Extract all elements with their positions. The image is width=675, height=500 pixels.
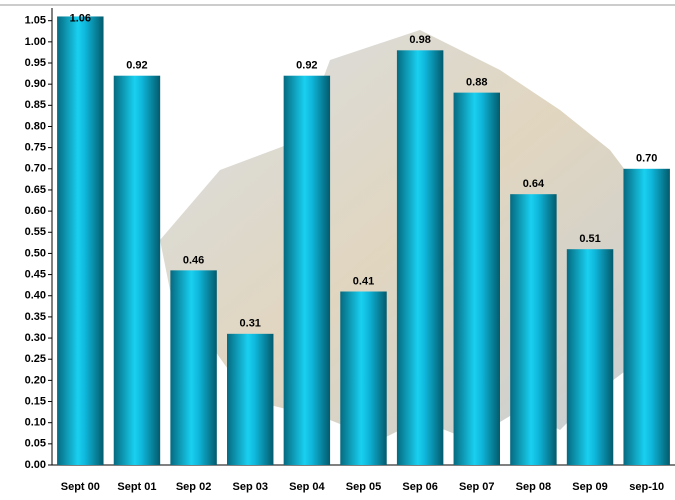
x-tick-label: Sep 07 <box>459 481 494 493</box>
value-label: 0.41 <box>353 275 374 287</box>
value-label: 0.88 <box>466 77 487 89</box>
y-tick-label: 0.95 <box>25 57 46 69</box>
y-tick-label: 0.70 <box>25 163 46 175</box>
bar <box>340 291 387 465</box>
y-tick-label: 0.00 <box>25 459 46 471</box>
x-tick-label: Sep 05 <box>346 481 381 493</box>
y-tick-label: 0.05 <box>25 438 46 450</box>
y-tick-label: 1.05 <box>25 15 46 27</box>
bar <box>57 16 104 466</box>
value-label: 0.98 <box>409 34 430 46</box>
value-label: 0.51 <box>579 233 600 245</box>
y-tick-label: 0.60 <box>25 205 46 217</box>
value-label: 0.92 <box>296 60 317 72</box>
value-label: 1.06 <box>70 12 91 24</box>
y-tick-label: 0.25 <box>25 353 46 365</box>
bar <box>283 75 331 465</box>
x-tick-label: Sept 00 <box>61 481 100 493</box>
value-label: 0.70 <box>636 153 657 165</box>
x-tick-label: Sep 09 <box>572 481 607 493</box>
value-label: 0.64 <box>523 178 545 190</box>
y-tick-label: 1.00 <box>25 36 46 48</box>
bar <box>227 333 274 465</box>
bar <box>623 168 670 465</box>
x-tick-label: Sep 04 <box>289 481 325 493</box>
bar <box>396 50 444 465</box>
y-tick-label: 0.75 <box>25 142 46 154</box>
value-label: 0.92 <box>126 60 147 72</box>
y-tick-label: 0.80 <box>25 120 46 132</box>
x-tick-label: Sep 08 <box>516 481 551 493</box>
bar <box>170 270 217 465</box>
bar <box>453 92 500 465</box>
y-tick-label: 0.55 <box>25 226 46 238</box>
y-tick-label: 0.30 <box>25 332 46 344</box>
y-tick-label: 0.20 <box>25 374 46 386</box>
bar <box>566 249 614 465</box>
y-tick-label: 0.15 <box>25 395 46 407</box>
y-tick-label: 0.10 <box>25 417 46 429</box>
x-tick-label: Sep 06 <box>402 481 437 493</box>
y-tick-label: 0.65 <box>25 184 46 196</box>
value-label: 0.31 <box>240 318 261 330</box>
bar <box>113 75 161 465</box>
y-tick-label: 0.50 <box>25 247 46 259</box>
value-label: 0.46 <box>183 254 204 266</box>
bar <box>510 194 557 465</box>
y-tick-label: 0.85 <box>25 99 46 111</box>
x-tick-label: sep-10 <box>629 481 664 493</box>
x-tick-label: Sep 03 <box>232 481 267 493</box>
y-tick-label: 0.45 <box>25 268 46 280</box>
x-tick-label: Sept 01 <box>117 481 156 493</box>
y-tick-label: 0.35 <box>25 311 46 323</box>
y-tick-label: 0.40 <box>25 290 46 302</box>
y-tick-label: 0.90 <box>25 78 46 90</box>
x-tick-label: Sep 02 <box>176 481 211 493</box>
